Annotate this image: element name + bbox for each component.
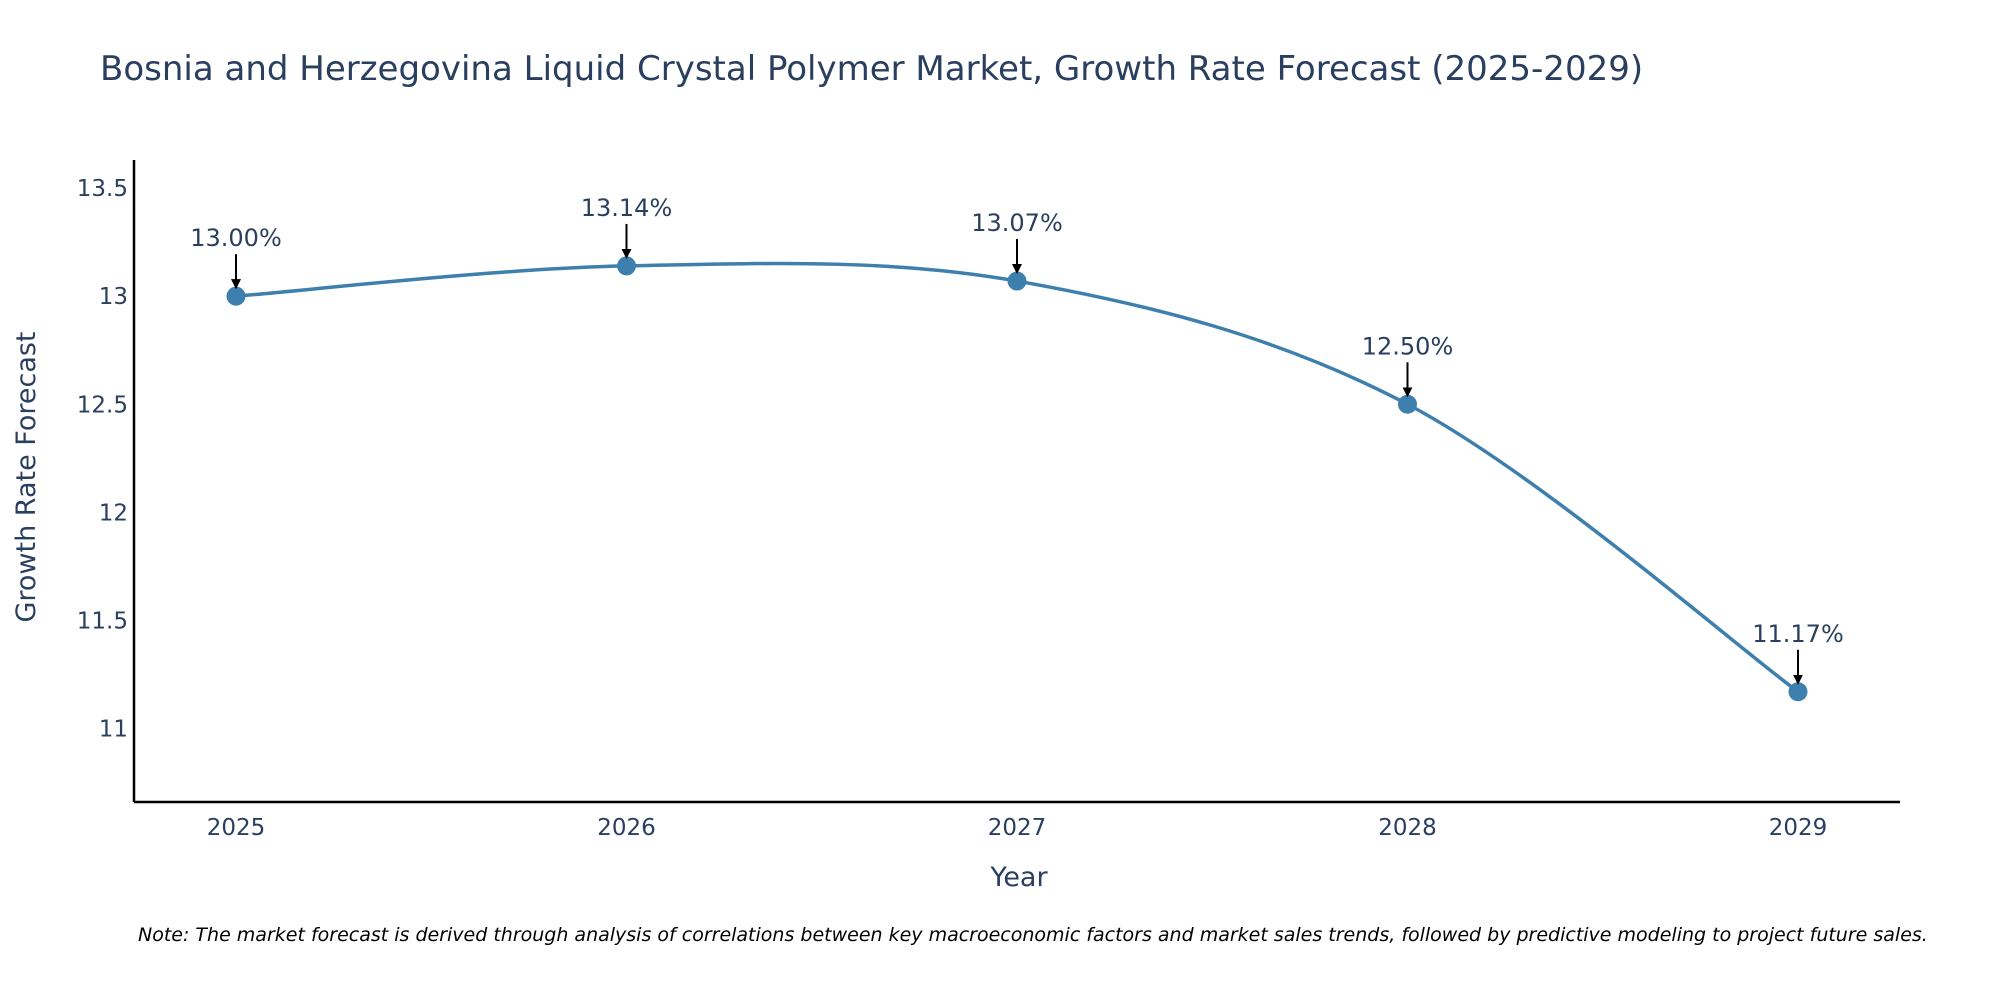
data-point-marker (1788, 682, 1808, 702)
x-axis-title: Year (989, 862, 1048, 893)
y-axis-title: Growth Rate Forecast (11, 331, 42, 622)
plot-area: 13.00% 13.14% 13.07% 12.50% 11.17% (190, 194, 1844, 702)
data-point-marker (1398, 394, 1417, 414)
y-tick-label: 12.5 (77, 392, 128, 418)
y-tick-label: 13.5 (77, 176, 128, 202)
series-line (234, 261, 1800, 694)
y-tick-label: 11.5 (77, 608, 128, 634)
data-point-marker (226, 286, 246, 306)
data-points (226, 256, 1808, 702)
data-label: 13.14% (581, 194, 673, 222)
data-point-marker (1007, 271, 1027, 291)
y-tick-label: 13 (99, 284, 128, 310)
y-tick-label: 11 (99, 717, 128, 743)
data-label: 12.50% (1362, 332, 1454, 360)
data-point-marker (617, 256, 636, 276)
y-axis: 11 11.5 12 12.5 13 13.5 (77, 160, 136, 802)
chart-title: Bosnia and Herzegovina Liquid Crystal Po… (100, 49, 1643, 89)
y-tick-labels: 11 11.5 12 12.5 13 13.5 (77, 176, 128, 742)
x-tick-label: 2028 (1378, 815, 1437, 841)
x-tick-label: 2027 (988, 815, 1047, 841)
data-label: 13.07% (971, 209, 1063, 237)
data-label: 13.00% (190, 224, 282, 252)
footnote: Note: The market forecast is derived thr… (138, 924, 1928, 946)
x-tick-label: 2025 (207, 815, 266, 841)
y-tick-label: 12 (99, 500, 128, 526)
x-tick-labels: 2025 2026 2027 2028 2029 (207, 815, 1828, 841)
x-tick-label: 2026 (597, 815, 656, 841)
x-tick-label: 2029 (1769, 815, 1828, 841)
x-axis: 2025 2026 2027 2028 2029 (134, 800, 1900, 841)
data-annotations: 13.00% 13.14% 13.07% 12.50% 11.17% (190, 194, 1844, 685)
data-label: 11.17% (1752, 620, 1844, 648)
